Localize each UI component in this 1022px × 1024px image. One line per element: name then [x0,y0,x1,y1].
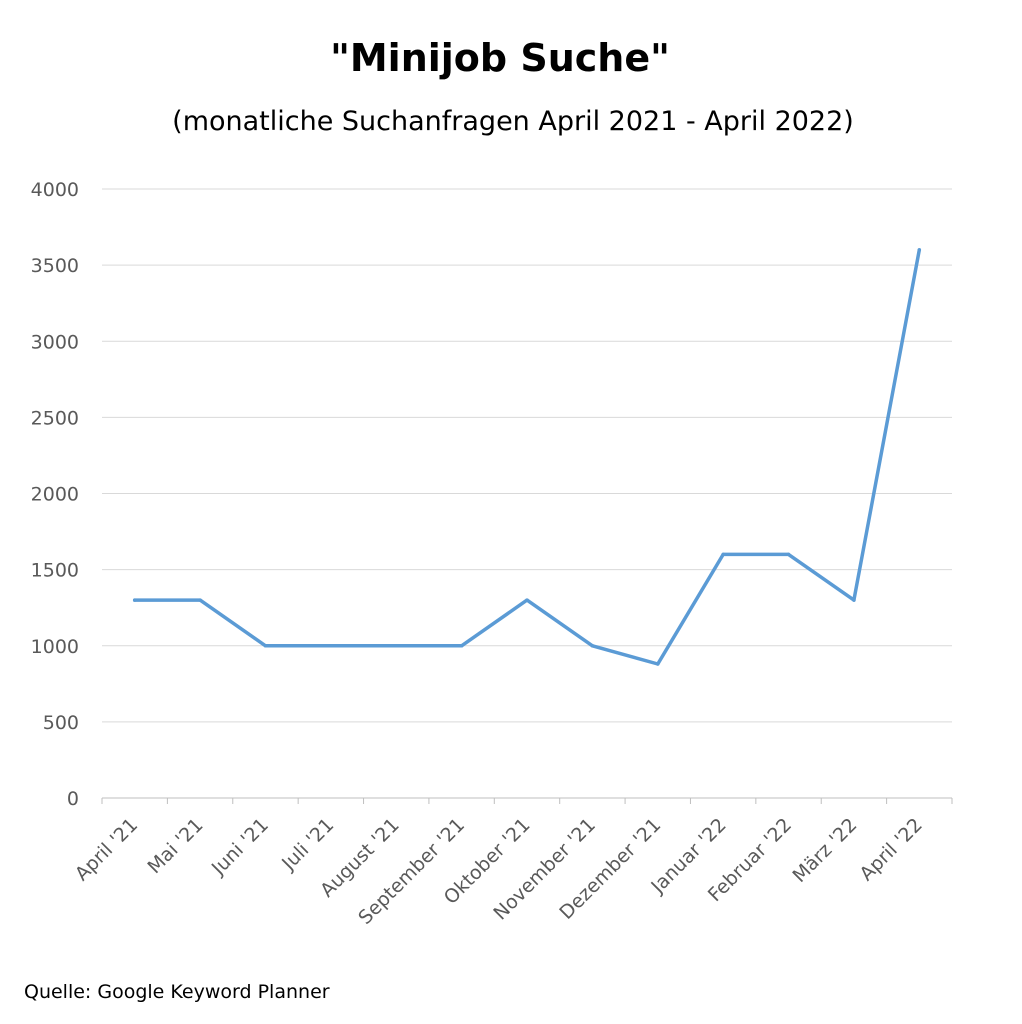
y-tick-label: 1500 [31,560,79,582]
y-tick-label: 4000 [31,179,79,201]
data-point [656,662,660,666]
data-point [721,552,725,557]
x-tick-label: Mai '21 [143,814,207,878]
x-tick-label: April '21 [71,814,142,885]
chart-subtitle: (monatliche Suchanfragen April 2021 - Ap… [172,106,854,137]
series-line [132,248,922,666]
data-point [132,598,137,602]
data-point [917,248,922,252]
data-point [852,598,856,602]
series-layer [132,248,922,666]
y-axis-tick-labels: 0 500 1000 1500 2000 2500 3000 3500 4000 [31,179,79,810]
x-tick-label: April '22 [856,814,927,885]
data-point [590,644,595,648]
x-axis [101,797,953,804]
data-point [394,644,398,648]
y-tick-label: 2500 [31,407,79,429]
chart-title: "Minijob Suche" [330,36,670,80]
data-point [329,644,333,648]
y-tick-label: 3500 [31,255,79,277]
data-point [198,598,202,602]
y-tick-label: 0 [67,788,79,810]
x-tick-label: Juli '21 [277,814,338,875]
y-tick-label: 500 [43,712,79,734]
data-point [459,644,464,648]
x-tick-label: Juni '21 [207,814,273,880]
source-note: Quelle: Google Keyword Planner [24,981,330,1003]
data-point [263,644,268,648]
data-point [525,598,529,602]
y-tick-label: 1000 [31,636,79,658]
gridlines [102,188,952,723]
x-tick-label: März '22 [788,814,861,887]
y-tick-label: 2000 [31,484,79,506]
data-point [786,552,791,557]
y-tick-label: 3000 [31,331,79,353]
